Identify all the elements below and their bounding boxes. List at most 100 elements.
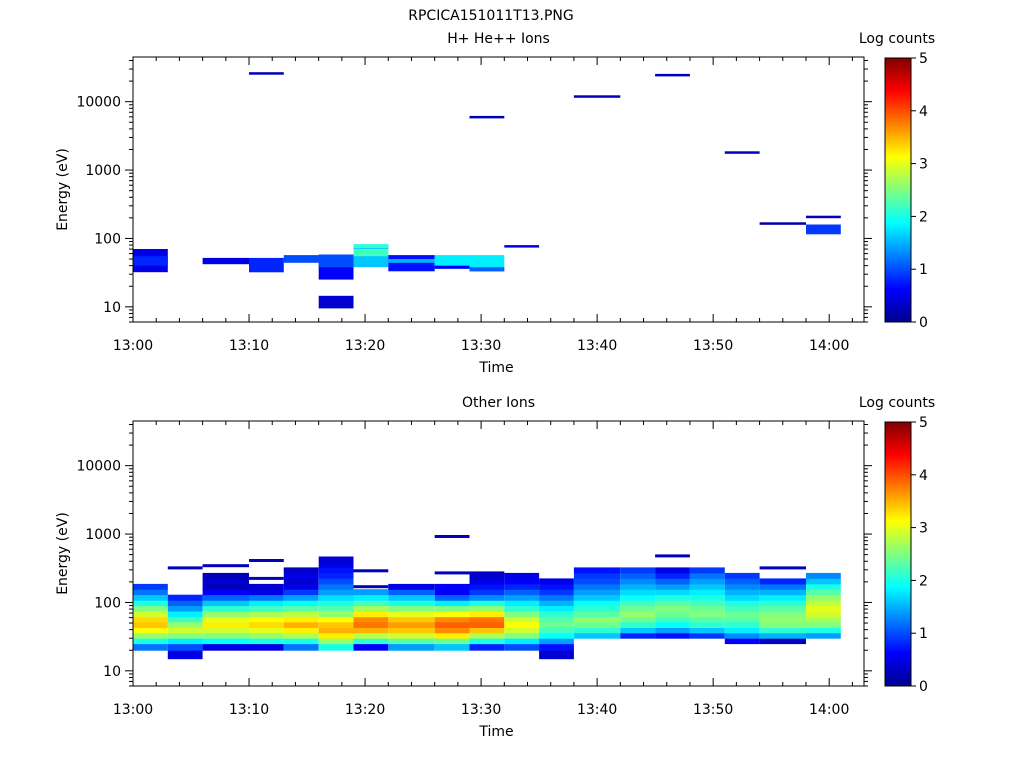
- heatmap-cell: [167, 650, 203, 660]
- heatmap-cell: [353, 632, 389, 639]
- y-tick-label: 100: [94, 231, 121, 247]
- heatmap-cell: [318, 643, 354, 651]
- heatmap-cell: [690, 578, 725, 585]
- y-tick-label: 10000: [76, 95, 121, 111]
- heatmap-cell: [690, 605, 725, 612]
- heatmap-cell: [469, 589, 505, 596]
- heatmap-cell: [283, 578, 319, 585]
- heatmap-cell: [655, 600, 690, 607]
- heatmap-cell: [620, 567, 656, 574]
- heatmap-cell: [249, 616, 284, 623]
- heatmap-cell: [759, 611, 806, 618]
- heatmap-cell: [388, 616, 435, 623]
- heatmap-cell: [434, 643, 470, 651]
- x-tick-label: 13:10: [229, 702, 269, 718]
- heatmap-cell: [759, 578, 806, 585]
- heatmap-cell: [434, 589, 470, 596]
- heatmap-cell: [249, 583, 284, 590]
- heatmap-cell: [759, 583, 806, 590]
- heatmap-cell: [655, 578, 690, 585]
- heatmap-cell: [573, 632, 621, 639]
- heatmap-cell: [318, 638, 354, 645]
- heatmap-cell: [167, 643, 203, 651]
- heatmap-line: [353, 569, 389, 573]
- heatmap-cell: [759, 632, 806, 639]
- heatmap-cell: [202, 572, 249, 579]
- plot-frame: [132, 56, 865, 323]
- heatmap-line: [434, 535, 470, 538]
- heatmap-cell: [539, 632, 574, 639]
- x-tick-label: 14:00: [809, 702, 849, 718]
- heatmap-cell: [573, 95, 621, 98]
- heatmap-cell: [469, 627, 505, 634]
- heatmap-cell: [620, 600, 656, 607]
- heatmap-cell: [318, 621, 354, 628]
- heatmap-cell: [469, 600, 505, 607]
- heatmap-cell: [539, 583, 574, 590]
- heatmap-cell: [759, 605, 806, 612]
- heatmap-cell: [504, 616, 540, 623]
- heatmap-cell: [388, 632, 435, 639]
- heatmap-cell: [133, 583, 168, 590]
- heatmap-cell: [353, 605, 389, 612]
- heatmap-cell: [504, 572, 540, 579]
- heatmap-line: [249, 576, 284, 580]
- heatmap-cell: [353, 244, 389, 249]
- heatmap-cell: [620, 627, 656, 634]
- heatmap-cell: [539, 650, 574, 660]
- x-tick-label: 13:40: [577, 338, 617, 354]
- heatmap-cell: [434, 265, 470, 269]
- colorbar: [884, 421, 912, 687]
- y-tick-label: 1000: [85, 163, 121, 179]
- heatmap-cell: [539, 621, 574, 628]
- heatmap-cell: [283, 638, 319, 645]
- heatmap-cell: [806, 224, 841, 235]
- heatmap-cell: [806, 215, 841, 219]
- heatmap-cell: [318, 572, 354, 579]
- heatmap-cell: [249, 638, 284, 645]
- heatmap-cell: [388, 627, 435, 634]
- heatmap-cell: [249, 627, 284, 634]
- heatmap-cell: [353, 627, 389, 634]
- heatmap-cell: [655, 594, 690, 601]
- heatmap-cell: [504, 632, 540, 639]
- panel-2: 13:00 13:10 13:20 13:30 13:40 13:50 14:0010100…: [55, 395, 935, 740]
- heatmap-cell: [655, 616, 690, 623]
- heatmap-cell: [434, 605, 470, 612]
- heatmap-cell: [620, 632, 656, 639]
- heatmap-cell: [283, 621, 319, 628]
- heatmap-line: [283, 568, 319, 572]
- heatmap-cell: [573, 605, 621, 612]
- heatmap-cell: [806, 572, 841, 579]
- colorbar-tick-label: 4: [919, 468, 928, 484]
- heatmap-cell: [388, 605, 435, 612]
- heatmap-cell: [133, 632, 168, 639]
- heatmap-cell: [469, 621, 505, 628]
- heatmap-cell: [724, 638, 760, 645]
- heatmap-cell: [759, 600, 806, 607]
- panel-title: Other Ions: [462, 395, 535, 411]
- heatmap-cell: [167, 600, 203, 607]
- heatmap-cell: [434, 600, 470, 607]
- heatmap-cell: [469, 594, 505, 601]
- heatmap-cell: [620, 594, 656, 601]
- heatmap-cell: [573, 621, 621, 628]
- x-tick-label: 13:20: [345, 702, 385, 718]
- colorbar-label: Log counts: [859, 395, 935, 411]
- heatmap-cell: [655, 583, 690, 590]
- heatmap-cell: [167, 621, 203, 628]
- heatmap-cell: [573, 578, 621, 585]
- x-tick-label: 13:00: [113, 338, 153, 354]
- heatmap-line: [202, 564, 249, 568]
- heatmap-cell: [249, 72, 284, 75]
- heatmap-cell: [806, 583, 841, 590]
- heatmap-cell: [388, 643, 435, 651]
- heatmap-cell: [249, 594, 284, 601]
- heatmap-cell: [283, 627, 319, 634]
- heatmap-cell: [388, 600, 435, 607]
- heatmap-cell: [724, 632, 760, 639]
- heatmap-cell: [434, 627, 470, 634]
- heatmap-cell: [318, 295, 354, 309]
- heatmap-cell: [434, 616, 470, 623]
- heatmap-cell: [202, 257, 249, 265]
